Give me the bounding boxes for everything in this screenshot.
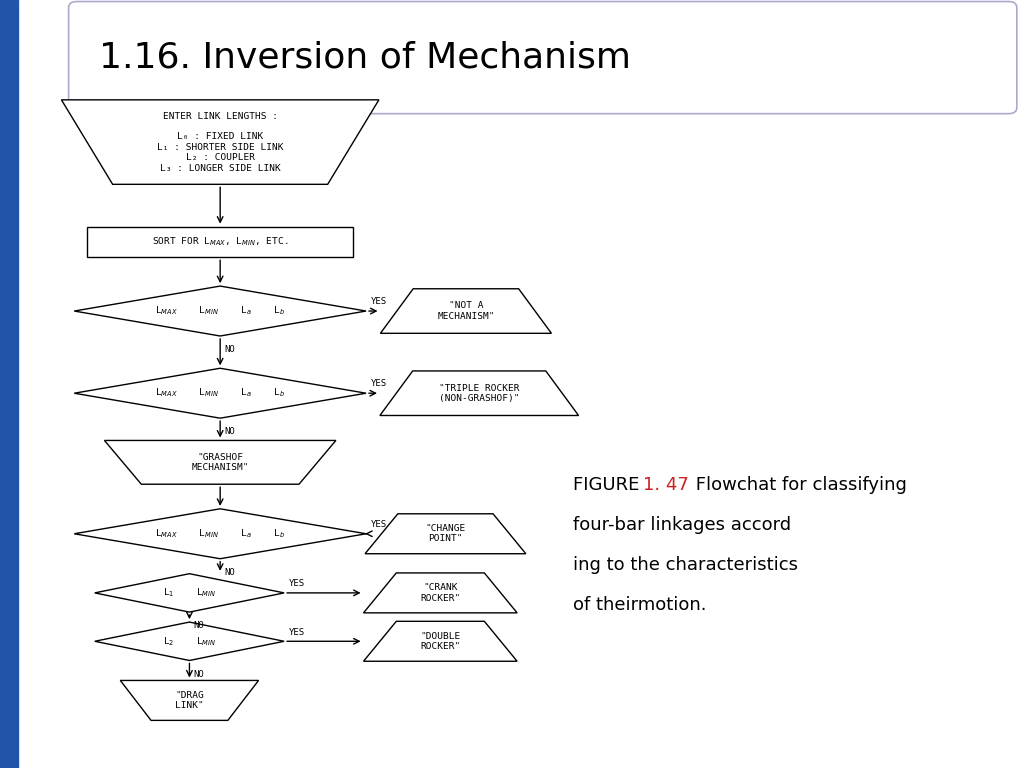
Polygon shape [75,508,367,559]
Text: YES: YES [289,579,305,588]
Text: NO: NO [194,621,204,631]
Text: YES: YES [371,379,387,389]
Text: 1. 47: 1. 47 [643,476,689,494]
Polygon shape [94,574,284,612]
Polygon shape [75,286,367,336]
Text: SORT FOR L$_{MAX}$, L$_{MIN}$, ETC.: SORT FOR L$_{MAX}$, L$_{MIN}$, ETC. [152,236,289,248]
Polygon shape [94,622,284,660]
Text: ENTER LINK LENGTHS :

L₀ : FIXED LINK
L₁ : SHORTER SIDE LINK
L₂ : COUPLER
L₃ : L: ENTER LINK LENGTHS : L₀ : FIXED LINK L₁ … [157,111,284,173]
Text: NO: NO [224,568,234,577]
Text: NO: NO [194,670,204,679]
Text: 1.16. Inversion of Mechanism: 1.16. Inversion of Mechanism [99,41,632,74]
Text: L$_{MAX}$    L$_{MIN}$    L$_a$    L$_b$: L$_{MAX}$ L$_{MIN}$ L$_a$ L$_b$ [155,528,286,540]
Polygon shape [364,621,517,661]
Text: Flowchat for classifying: Flowchat for classifying [690,476,907,494]
Polygon shape [104,441,336,485]
Text: "CHANGE
POINT": "CHANGE POINT" [425,524,466,544]
Polygon shape [365,514,526,554]
Polygon shape [381,289,551,333]
Text: of theirmotion.: of theirmotion. [573,596,707,614]
Text: "DRAG
LINK": "DRAG LINK" [175,690,204,710]
Text: L$_{MAX}$    L$_{MIN}$    L$_a$    L$_b$: L$_{MAX}$ L$_{MIN}$ L$_a$ L$_b$ [155,387,286,399]
Polygon shape [121,680,258,720]
Polygon shape [364,573,517,613]
Text: "GRASHOF
MECHANISM": "GRASHOF MECHANISM" [191,452,249,472]
Text: YES: YES [289,627,305,637]
Text: NO: NO [224,428,234,436]
Text: "DOUBLE
ROCKER": "DOUBLE ROCKER" [420,631,461,651]
Text: "CRANK
ROCKER": "CRANK ROCKER" [420,583,461,603]
Text: L$_1$    L$_{MIN}$: L$_1$ L$_{MIN}$ [163,587,216,599]
Text: ing to the characteristics: ing to the characteristics [573,556,799,574]
Text: L$_2$    L$_{MIN}$: L$_2$ L$_{MIN}$ [163,635,216,647]
Polygon shape [75,369,367,418]
Polygon shape [380,371,579,415]
Text: L$_{MAX}$    L$_{MIN}$    L$_a$    L$_b$: L$_{MAX}$ L$_{MIN}$ L$_a$ L$_b$ [155,305,286,317]
Text: "TRIPLE ROCKER
(NON-GRASHOF)": "TRIPLE ROCKER (NON-GRASHOF)" [439,383,519,403]
Text: "NOT A
MECHANISM": "NOT A MECHANISM" [437,301,495,321]
Text: four-bar linkages accord: four-bar linkages accord [573,516,792,534]
Text: NO: NO [224,346,234,354]
Bar [0,0,18,768]
Text: YES: YES [371,520,387,529]
Polygon shape [61,100,379,184]
Bar [87,227,353,257]
FancyBboxPatch shape [69,2,1017,114]
Text: YES: YES [371,297,387,306]
Text: FIGURE: FIGURE [573,476,645,494]
